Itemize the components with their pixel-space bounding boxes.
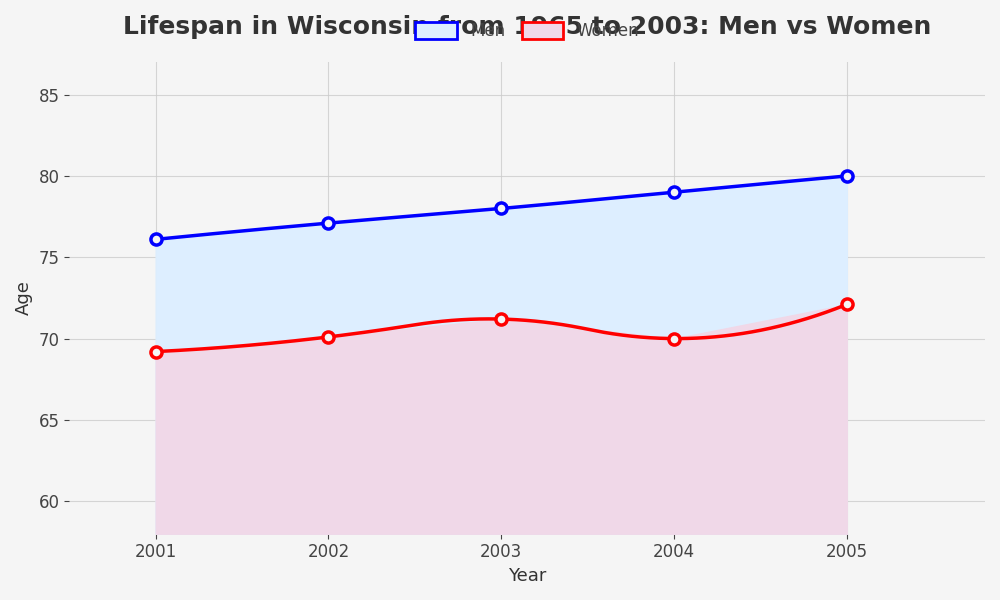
- Y-axis label: Age: Age: [15, 280, 33, 316]
- Title: Lifespan in Wisconsin from 1965 to 2003: Men vs Women: Lifespan in Wisconsin from 1965 to 2003:…: [123, 16, 931, 40]
- Legend: Men, Women: Men, Women: [407, 14, 648, 49]
- X-axis label: Year: Year: [508, 567, 546, 585]
